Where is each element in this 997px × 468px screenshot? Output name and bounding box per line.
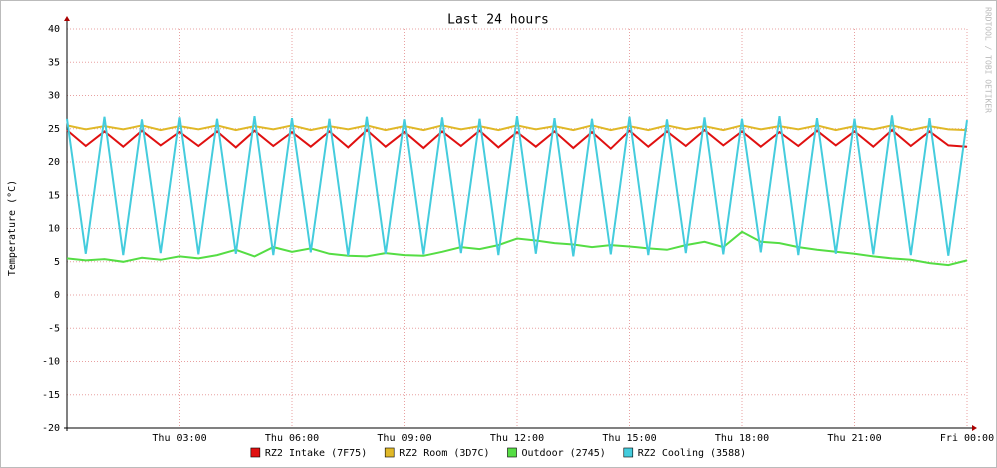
y-tick-label: 15 [48,190,60,201]
y-tick-label: 10 [48,224,60,235]
series-line [66,128,968,151]
y-tick-label: 0 [54,290,60,301]
x-tick-label: Thu 15:00 [602,433,656,444]
arrow [972,425,977,431]
legend-label: RZ2 Intake (7F75) [265,448,367,459]
legend-label: RZ2 Room (3D7C) [399,448,489,459]
y-tick-label: -5 [48,323,60,334]
y-tick-label: 25 [48,124,60,135]
legend-swatch [623,447,634,458]
side-text: RRDTOOL / TOBI OETIKER [984,7,993,113]
y-tick-label: 20 [48,157,60,168]
series-line [66,230,968,267]
y-tick-label: -15 [42,390,60,401]
x-tick-label: Thu 06:00 [265,433,319,444]
x-tick-label: Thu 03:00 [152,433,206,444]
y-tick-label: 30 [48,91,60,102]
y-tick-label: 35 [48,57,60,68]
arrow [64,16,70,21]
legend-label: Outdoor (2745) [522,448,606,459]
y-tick-label: 40 [48,24,60,35]
y-axis-label: Temperature (°C) [7,180,18,276]
y-tick-label: -20 [42,423,60,434]
chart-title: Last 24 hours [447,13,549,28]
x-tick-label: Thu 21:00 [827,433,881,444]
legend-label: RZ2 Cooling (3588) [638,448,746,459]
legend-swatch [250,447,261,458]
x-tick-label: Thu 18:00 [715,433,769,444]
series-line [66,115,968,257]
legend-swatch [384,447,395,458]
legend-swatch [507,447,517,458]
y-tick-label: 5 [54,257,60,268]
x-tick-label: Thu 12:00 [490,433,544,444]
y-tick-label: -10 [42,357,60,368]
x-tick-label: Fri 00:00 [940,433,994,444]
x-tick-label: Thu 09:00 [377,433,431,444]
